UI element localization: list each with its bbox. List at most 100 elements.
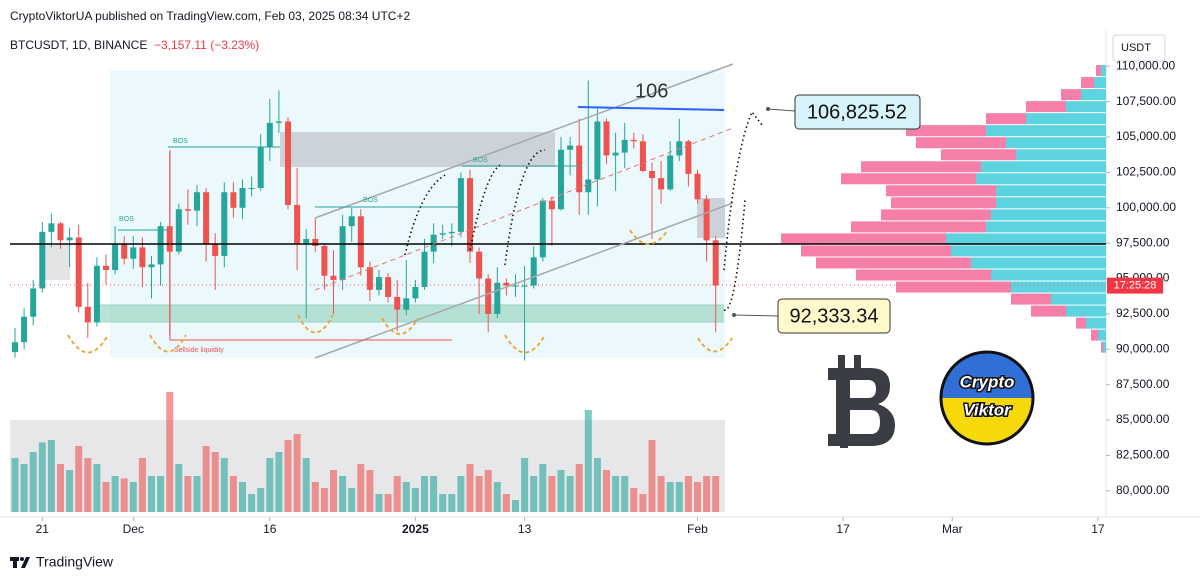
profile-buy xyxy=(991,209,1106,221)
arrow xyxy=(469,164,501,251)
profile-buy xyxy=(971,257,1106,269)
profile-buy xyxy=(1086,317,1106,329)
candle-body xyxy=(521,285,528,287)
volume-bar xyxy=(57,464,64,512)
gray-zone xyxy=(280,132,555,167)
volume-bar xyxy=(47,440,55,512)
volume-bar xyxy=(375,494,383,512)
candle-body xyxy=(84,306,91,323)
volume-bar xyxy=(202,446,210,512)
y-tick-label: 85,000.00 xyxy=(1116,412,1170,426)
volume-bar xyxy=(657,476,665,512)
candle-body xyxy=(376,277,382,290)
profile-buy xyxy=(1094,77,1106,89)
profile-sell xyxy=(891,197,996,209)
candle-body xyxy=(512,285,519,287)
volume-bar xyxy=(530,476,538,512)
y-tick-label: 82,500.00 xyxy=(1116,448,1170,462)
volume-bar xyxy=(630,488,638,512)
candle-body xyxy=(257,146,264,188)
volume-bar xyxy=(703,476,711,512)
candle-body xyxy=(439,233,446,235)
candle-body xyxy=(567,145,574,150)
volume-bar xyxy=(684,476,692,512)
x-tick-label: Dec xyxy=(123,522,144,536)
callout-leader xyxy=(767,108,796,112)
candle-body xyxy=(548,200,555,210)
candle-body xyxy=(703,199,710,241)
y-tick-label: 87,500.00 xyxy=(1116,377,1170,391)
callout-text: 106,825.52 xyxy=(807,101,907,123)
volume-bar xyxy=(593,458,601,512)
volume-bar xyxy=(493,482,501,512)
tv-logo xyxy=(10,557,30,568)
candle-body xyxy=(121,244,128,259)
profile-sell xyxy=(801,245,951,257)
volume-bar xyxy=(129,482,137,512)
candle-body xyxy=(303,238,310,244)
candle-body xyxy=(649,171,655,179)
candle-body xyxy=(457,178,464,232)
x-tick-label: 21 xyxy=(36,522,50,536)
volume-bar xyxy=(357,464,365,512)
channel-line xyxy=(314,63,734,219)
profile-sell xyxy=(781,233,946,245)
y-tick-label: 107,500.00 xyxy=(1116,94,1176,108)
volume-bar xyxy=(239,482,246,512)
volume-bar xyxy=(466,464,474,512)
candle-body xyxy=(275,121,282,123)
candle-body xyxy=(57,223,64,241)
volume-bar xyxy=(557,470,565,512)
profile-buy xyxy=(991,269,1106,281)
candle-body xyxy=(403,298,410,310)
profile-sell xyxy=(856,269,991,281)
arrow xyxy=(404,174,446,256)
volume-bar xyxy=(220,458,228,512)
candle-body xyxy=(658,178,665,190)
profile-sell xyxy=(851,221,986,233)
profile-sell xyxy=(861,161,981,173)
volume-bar xyxy=(29,452,37,512)
symbol: BTCUSDT, 1D, BINANCE xyxy=(10,38,148,52)
volume-bar xyxy=(111,476,119,512)
y-tick-label: 105,000.00 xyxy=(1116,129,1176,143)
x-tick-label: Mar xyxy=(942,522,963,536)
profile-buy xyxy=(1066,305,1106,317)
x-tick-label: 2025 xyxy=(402,522,429,536)
candle-body xyxy=(685,141,692,174)
volume-bar xyxy=(120,478,128,512)
candle-body xyxy=(357,216,364,268)
profile-buy xyxy=(986,125,1106,137)
channel-line xyxy=(314,202,734,359)
profile-buy xyxy=(986,221,1106,233)
volume-bar xyxy=(11,458,19,512)
arc xyxy=(297,314,334,334)
profile-buy xyxy=(1051,293,1106,305)
volume-bar xyxy=(275,452,283,512)
y-tick-label: 110,000.00 xyxy=(1116,58,1175,72)
candle-body xyxy=(330,275,337,280)
volume-bar xyxy=(348,488,356,512)
volume-bar xyxy=(639,494,647,512)
callout-dot xyxy=(766,107,770,111)
profile-sell xyxy=(1031,305,1066,317)
volume-bar xyxy=(248,494,256,512)
volume-bar xyxy=(411,488,419,512)
candle-body xyxy=(12,342,18,353)
y-tick-label: 90,000.00 xyxy=(1116,341,1170,355)
btc-b xyxy=(828,368,895,446)
profile-buy xyxy=(1026,113,1106,125)
liquidity-label: Sellside liquidity xyxy=(174,347,224,354)
bitcoin-logo xyxy=(828,355,895,448)
y-tick-label: 92,500.00 xyxy=(1116,306,1170,320)
candle-body xyxy=(221,192,228,256)
candle-body xyxy=(585,179,592,193)
profile-sell xyxy=(1076,317,1086,329)
profile-sell xyxy=(1096,65,1101,77)
candle-body xyxy=(266,122,273,147)
candle-body xyxy=(467,178,473,252)
candle-body xyxy=(476,251,483,279)
profile-sell xyxy=(1026,101,1066,113)
volume-bar xyxy=(302,458,310,512)
candle-body xyxy=(103,265,109,271)
